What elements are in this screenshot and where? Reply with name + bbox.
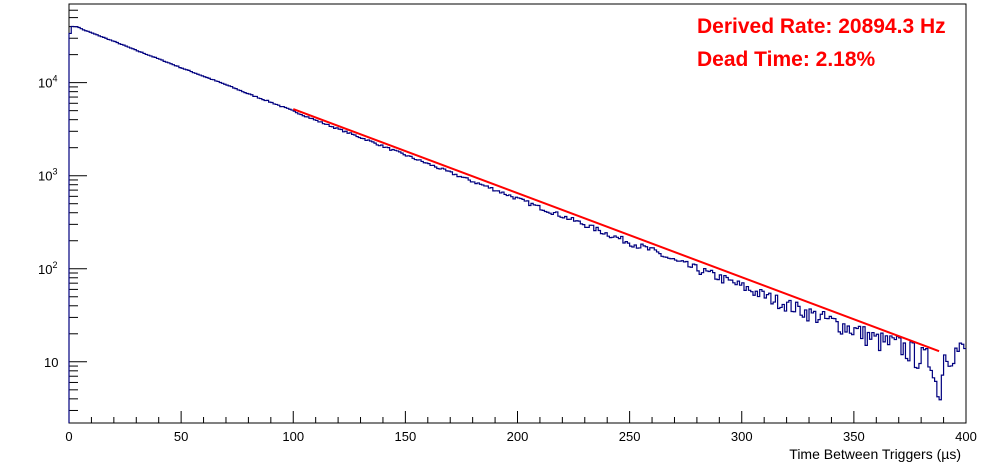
histogram-series xyxy=(68,25,966,423)
x-tick-label: 350 xyxy=(843,429,865,444)
x-tick-label: 150 xyxy=(395,429,417,444)
x-tick-label: 0 xyxy=(65,429,72,444)
y-tick-label: 104 xyxy=(38,74,57,91)
y-tick-exponent: 4 xyxy=(52,74,57,84)
x-tick-label: 300 xyxy=(731,429,753,444)
y-tick-label: 103 xyxy=(38,167,57,184)
y-tick-labels: 10 102 103 104 xyxy=(38,74,58,370)
y-tick-label: 102 xyxy=(38,260,57,277)
x-axis-title: Time Between Triggers (µs) xyxy=(789,446,961,462)
x-tick-label: 250 xyxy=(619,429,641,444)
y-tick-label: 10 xyxy=(44,355,58,370)
x-tick-label: 400 xyxy=(955,429,977,444)
x-tick-label: 200 xyxy=(507,429,529,444)
annotation-rate: Derived Rate: 20894.3 Hz xyxy=(697,15,946,38)
y-tick-exponent: 3 xyxy=(52,167,57,177)
annotation-deadtime: Dead Time: 2.18% xyxy=(697,48,876,71)
axis-ticks xyxy=(68,3,967,423)
x-tick-label: 50 xyxy=(174,429,188,444)
y-tick-exponent: 2 xyxy=(52,260,57,270)
x-tick-labels: 0 50 100 150 200 250 300 350 400 xyxy=(65,429,976,444)
fit-line xyxy=(292,108,940,353)
x-tick-label: 100 xyxy=(282,429,304,444)
